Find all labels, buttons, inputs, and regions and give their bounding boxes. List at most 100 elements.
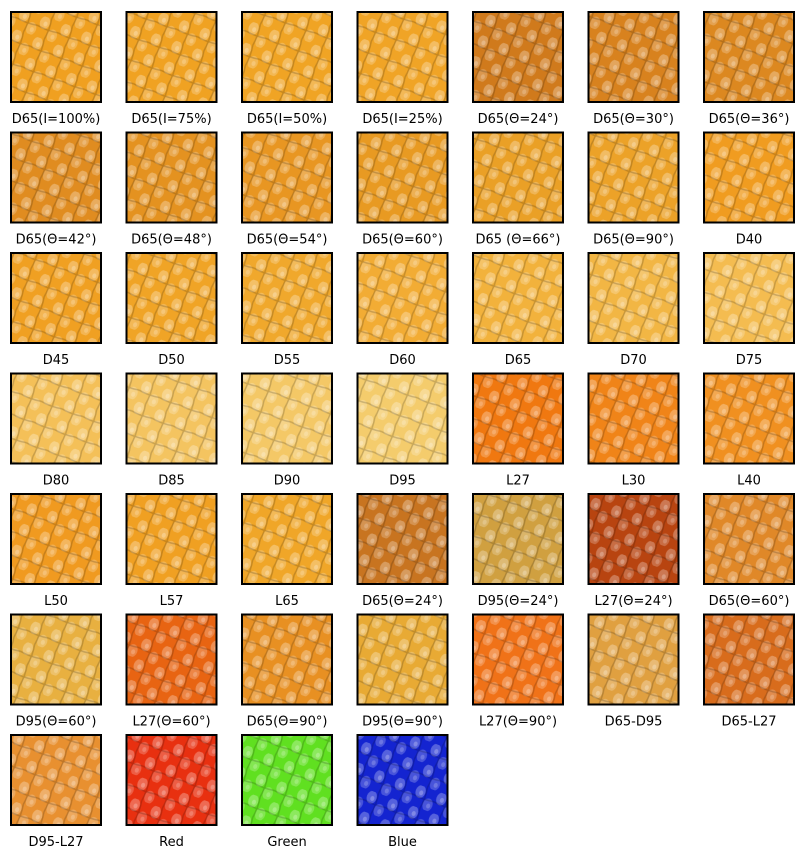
tile-label: L50	[44, 594, 68, 609]
tile-texture	[126, 12, 217, 102]
tile-label: D65(Θ=60°)	[362, 233, 443, 248]
tile-border	[241, 734, 333, 826]
image-tile: D95(Θ=90°)	[356, 613, 449, 730]
tile-border	[241, 493, 333, 585]
tile-texture	[11, 735, 101, 825]
tile-label: L40	[737, 474, 761, 489]
tile-label: D45	[43, 353, 70, 368]
tile-texture	[242, 614, 332, 705]
tile-border	[125, 372, 218, 465]
tile-texture	[126, 735, 217, 825]
tile-texture	[704, 614, 794, 705]
tile-label: Red	[159, 835, 184, 850]
tile-border	[587, 372, 680, 465]
image-tile: D60	[356, 252, 449, 368]
tile-border	[356, 252, 449, 344]
tile-border	[472, 11, 564, 103]
tile-texture	[11, 373, 101, 464]
tile-border	[10, 493, 102, 585]
image-tile: D90	[241, 372, 333, 489]
image-tile: Red	[125, 734, 218, 850]
image-tile: D65(Θ=54°)	[241, 131, 333, 248]
tile-texture	[473, 132, 563, 223]
image-tile: D50	[125, 252, 218, 368]
tile-label: L27(Θ=60°)	[132, 715, 210, 730]
image-tile: L27	[472, 372, 564, 489]
tile-border	[703, 131, 795, 224]
tile-border	[703, 493, 795, 585]
tile-label: D65(I=100%)	[12, 112, 101, 127]
tile-label: D65-D95	[605, 715, 663, 730]
tile-label: D65(I=75%)	[131, 112, 211, 127]
tile-texture	[126, 494, 217, 584]
tile-texture	[357, 253, 448, 343]
tile-border	[10, 734, 102, 826]
tile-label: D95(Θ=90°)	[362, 715, 443, 730]
image-tile: D95(Θ=24°)	[472, 493, 564, 609]
tile-border	[587, 11, 680, 103]
tile-texture	[11, 12, 101, 102]
tile-label: D65 (Θ=66°)	[476, 233, 561, 248]
tile-label: D65(Θ=90°)	[247, 715, 328, 730]
image-tile: D65(I=75%)	[125, 11, 218, 127]
tile-texture	[357, 614, 448, 705]
image-tile: D65 (Θ=66°)	[472, 131, 564, 248]
tile-texture	[473, 494, 563, 584]
tile-border	[356, 493, 449, 585]
tile-texture	[126, 253, 217, 343]
image-tile: D55	[241, 252, 333, 368]
tile-texture	[473, 12, 563, 102]
tile-label: D65	[505, 353, 532, 368]
tile-texture	[473, 373, 563, 464]
tile-border	[356, 131, 449, 224]
image-tile: D65(I=100%)	[10, 11, 102, 127]
image-tile: L50	[10, 493, 102, 609]
tile-border	[10, 131, 102, 224]
image-tile: L27(Θ=60°)	[125, 613, 218, 730]
tile-label: D95(Θ=24°)	[478, 594, 559, 609]
tile-border	[472, 131, 564, 224]
tile-label: D80	[43, 474, 70, 489]
image-tile: L40	[703, 372, 795, 489]
tile-texture	[242, 253, 332, 343]
image-tile: L57	[125, 493, 218, 609]
image-tile: D85	[125, 372, 218, 489]
image-tile: D65(Θ=24°)	[472, 11, 564, 127]
image-tile: L65	[241, 493, 333, 609]
tile-texture	[357, 12, 448, 102]
image-tile: L27(Θ=24°)	[587, 493, 680, 609]
tile-label: D65-L27	[721, 715, 776, 730]
tile-texture	[357, 735, 448, 825]
tile-texture	[704, 494, 794, 584]
tile-border	[10, 613, 102, 706]
tile-label: L27(Θ=24°)	[594, 594, 672, 609]
tile-border	[587, 252, 680, 344]
tile-label: D65(I=25%)	[362, 112, 442, 127]
tile-label: D65(Θ=90°)	[593, 233, 674, 248]
tile-label: D60	[389, 353, 416, 368]
tile-border	[125, 734, 218, 826]
image-tile: D65(Θ=24°)	[356, 493, 449, 609]
tile-texture	[242, 373, 332, 464]
tile-label: D95	[389, 474, 416, 489]
image-tile: D95-L27	[10, 734, 102, 850]
image-tile: D65(Θ=48°)	[125, 131, 218, 248]
tile-label: D95(Θ=60°)	[16, 715, 97, 730]
tile-texture	[473, 614, 563, 705]
tile-texture	[357, 373, 448, 464]
tile-border	[703, 613, 795, 706]
tile-label: D65(Θ=36°)	[709, 112, 790, 127]
tile-label: D95-L27	[28, 835, 83, 850]
tile-texture	[11, 614, 101, 705]
tile-label: Green	[267, 835, 306, 850]
tile-texture	[126, 614, 217, 705]
tile-label: D65(I=50%)	[247, 112, 327, 127]
tile-texture	[588, 373, 679, 464]
image-tile: D45	[10, 252, 102, 368]
tile-label: D70	[620, 353, 647, 368]
image-tile: D70	[587, 252, 680, 368]
image-tile: D65(Θ=36°)	[703, 11, 795, 127]
image-tile: L27(Θ=90°)	[472, 613, 564, 730]
tile-texture	[11, 494, 101, 584]
